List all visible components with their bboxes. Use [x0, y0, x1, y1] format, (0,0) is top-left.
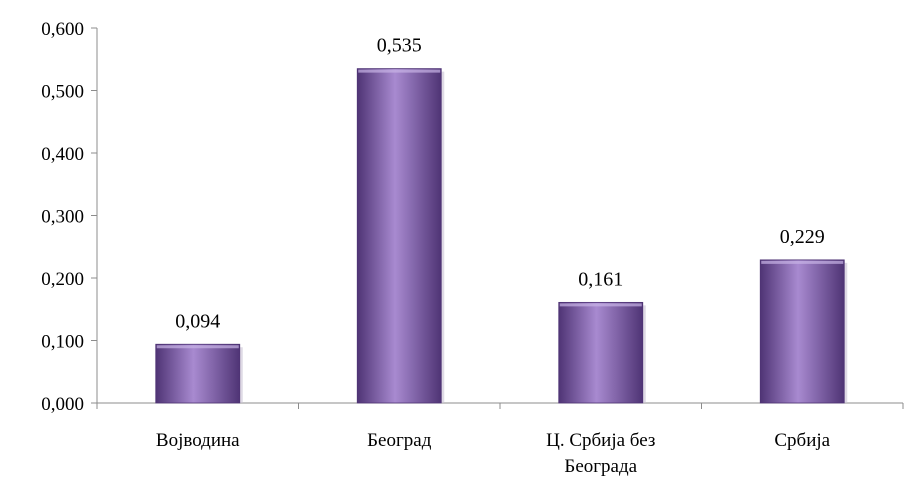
y-tick-label: 0,300: [41, 207, 84, 228]
data-label: 0,535: [377, 35, 422, 57]
bar-highlight: [358, 69, 441, 73]
bars: [155, 68, 848, 404]
x-axis: [96, 402, 904, 409]
bar-highlight: [156, 345, 239, 349]
bar-highlight: [559, 303, 642, 307]
y-tick-label: 0,100: [41, 332, 84, 353]
category-labels: Војводина Београд Ц. Србија без Београда Срб…: [156, 430, 831, 477]
category-label: Војводина: [156, 430, 240, 451]
bar: [356, 68, 442, 404]
y-tick-label: 0,000: [41, 394, 84, 415]
y-tick-label: 0,500: [41, 82, 84, 103]
y-axis: 0,000 0,100 0,200 0,300 0,400 0,500 0,600: [41, 19, 98, 415]
category-label: Србија: [774, 430, 830, 451]
bar-highlight: [761, 260, 844, 264]
data-label: 0,161: [578, 268, 623, 290]
data-label: 0,094: [175, 310, 220, 332]
data-labels: 0,094 0,535 0,161 0,229: [175, 35, 825, 333]
bar: [759, 259, 845, 404]
y-tick-label: 0,200: [41, 269, 84, 290]
data-label: 0,229: [780, 226, 825, 248]
y-tick-label: 0,600: [41, 19, 84, 40]
category-label: Београда: [564, 456, 637, 477]
bar: [558, 301, 644, 404]
category-label: Београд: [367, 430, 432, 451]
bar: [155, 343, 241, 404]
category-label: Ц. Србија без: [546, 430, 655, 451]
y-tick-label: 0,400: [41, 144, 84, 165]
